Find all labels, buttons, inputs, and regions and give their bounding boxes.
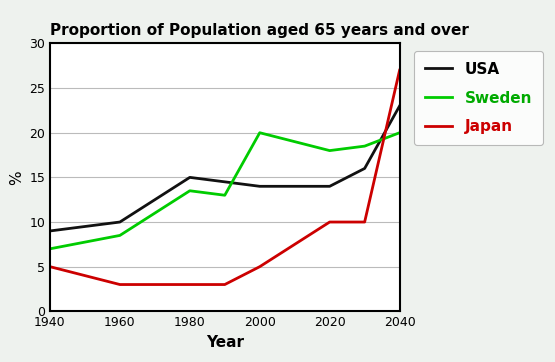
X-axis label: Year: Year xyxy=(206,335,244,350)
Y-axis label: %: % xyxy=(9,170,24,185)
Text: Proportion of Population aged 65 years and over: Proportion of Population aged 65 years a… xyxy=(50,23,469,38)
Legend: USA, Sweden, Japan: USA, Sweden, Japan xyxy=(414,51,543,145)
